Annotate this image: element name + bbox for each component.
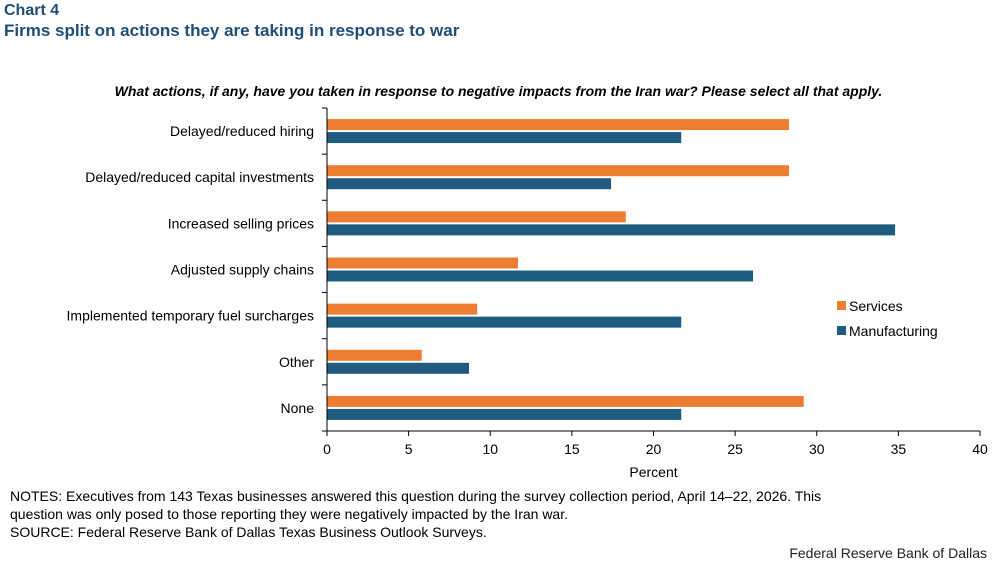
category-label: Increased selling prices <box>168 215 314 231</box>
category-label: Other <box>279 354 314 370</box>
bar-services <box>327 349 422 361</box>
x-tick-label: 40 <box>972 441 988 457</box>
source-line: SOURCE: Federal Reserve Bank of Dallas T… <box>10 524 487 540</box>
notes-block: NOTES: Executives from 143 Texas busines… <box>10 487 985 541</box>
category-label: Adjusted supply chains <box>171 262 314 278</box>
legend-swatch-manufacturing <box>837 326 846 335</box>
bar-manufacturing <box>327 132 682 144</box>
chart-label: Chart 4 <box>4 2 60 19</box>
legend-label: Services <box>849 298 903 314</box>
bar-services <box>327 165 789 177</box>
bar-manufacturing <box>327 408 682 420</box>
survey-question: What actions, if any, have you taken in … <box>114 83 883 99</box>
legend-swatch-services <box>837 301 846 310</box>
category-label: None <box>281 400 315 416</box>
x-tick-label: 10 <box>482 441 498 457</box>
chart-title: Firms split on actions they are taking i… <box>4 21 460 40</box>
bar-manufacturing <box>327 224 896 236</box>
category-label: Implemented temporary fuel surcharges <box>67 308 314 324</box>
category-label: Delayed/reduced hiring <box>170 123 314 139</box>
x-tick-label: 35 <box>891 441 907 457</box>
x-tick-label: 15 <box>564 441 580 457</box>
x-axis-label: Percent <box>629 464 677 480</box>
x-tick-label: 25 <box>727 441 743 457</box>
x-tick-label: 20 <box>646 441 662 457</box>
bar-services <box>327 257 519 269</box>
bar-services <box>327 119 789 131</box>
bar-services <box>327 395 804 407</box>
category-label: Delayed/reduced capital investments <box>85 169 314 185</box>
bar-manufacturing <box>327 316 682 328</box>
notes-line: NOTES: Executives from 143 Texas busines… <box>10 488 822 504</box>
bar-manufacturing <box>327 362 470 374</box>
x-tick-label: 5 <box>405 441 413 457</box>
x-tick-label: 0 <box>323 441 331 457</box>
bar-manufacturing <box>327 270 754 282</box>
x-tick-label: 30 <box>809 441 825 457</box>
notes-line: question was only posed to those reporti… <box>10 506 568 522</box>
bar-manufacturing <box>327 178 612 190</box>
bar-services <box>327 211 626 223</box>
credit-line: Federal Reserve Bank of Dallas <box>789 545 987 561</box>
bar-services <box>327 303 478 315</box>
legend-label: Manufacturing <box>849 323 938 339</box>
